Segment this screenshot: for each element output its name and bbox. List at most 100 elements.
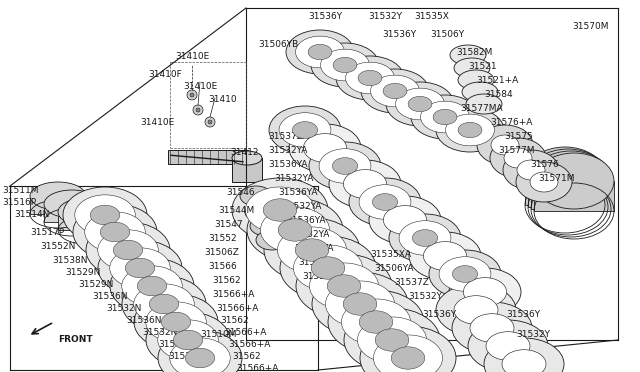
Ellipse shape <box>359 311 393 333</box>
Ellipse shape <box>411 95 479 139</box>
Text: 31566+A: 31566+A <box>212 290 254 299</box>
Ellipse shape <box>278 227 347 273</box>
Ellipse shape <box>399 221 451 255</box>
Ellipse shape <box>44 190 100 218</box>
Text: 31412: 31412 <box>230 148 259 157</box>
Ellipse shape <box>369 196 441 244</box>
Polygon shape <box>30 196 86 214</box>
Ellipse shape <box>429 250 501 298</box>
Ellipse shape <box>477 125 533 165</box>
Text: 31535X: 31535X <box>414 12 449 21</box>
Ellipse shape <box>289 124 361 172</box>
Text: 31521: 31521 <box>468 62 497 71</box>
Ellipse shape <box>344 170 387 198</box>
Text: 31506YA: 31506YA <box>374 264 413 273</box>
Ellipse shape <box>452 302 532 354</box>
Ellipse shape <box>357 317 427 363</box>
Ellipse shape <box>329 160 401 208</box>
Ellipse shape <box>138 276 166 296</box>
Ellipse shape <box>280 236 376 300</box>
Text: 31410E: 31410E <box>140 118 174 127</box>
Ellipse shape <box>383 83 407 99</box>
Ellipse shape <box>484 338 564 372</box>
Ellipse shape <box>344 308 440 372</box>
Text: 31532YA: 31532YA <box>290 230 330 239</box>
Ellipse shape <box>149 294 179 314</box>
Ellipse shape <box>391 347 425 369</box>
Text: 31577MA: 31577MA <box>460 104 502 113</box>
Ellipse shape <box>319 149 371 183</box>
Ellipse shape <box>502 350 546 372</box>
Ellipse shape <box>458 70 494 90</box>
Text: 31546: 31546 <box>226 188 255 197</box>
Ellipse shape <box>436 284 516 336</box>
Ellipse shape <box>158 330 242 372</box>
Text: 31552N: 31552N <box>40 242 76 251</box>
Text: 31517P: 31517P <box>30 228 64 237</box>
Text: 31510M: 31510M <box>200 330 237 339</box>
Ellipse shape <box>433 109 457 125</box>
Ellipse shape <box>359 185 411 219</box>
Text: 31536Y: 31536Y <box>506 310 540 319</box>
Ellipse shape <box>311 43 379 87</box>
Ellipse shape <box>534 153 614 209</box>
Ellipse shape <box>73 204 157 260</box>
Ellipse shape <box>389 214 461 262</box>
Text: 31576+A: 31576+A <box>490 118 532 127</box>
Text: 31562: 31562 <box>232 352 260 361</box>
Text: 31582M: 31582M <box>456 48 492 57</box>
Text: FRONT: FRONT <box>58 335 93 344</box>
Ellipse shape <box>408 96 432 112</box>
Ellipse shape <box>250 216 282 236</box>
Ellipse shape <box>346 62 394 94</box>
Text: 31536YA: 31536YA <box>268 160 307 169</box>
Text: 31584: 31584 <box>484 90 513 99</box>
Text: 31532YA: 31532YA <box>298 258 337 267</box>
Text: 31544M: 31544M <box>218 206 254 215</box>
Ellipse shape <box>146 302 206 342</box>
Ellipse shape <box>100 222 130 242</box>
Text: 31571M: 31571M <box>538 174 575 183</box>
Text: 31532Y: 31532Y <box>408 292 442 301</box>
Text: 31547: 31547 <box>214 220 243 229</box>
Ellipse shape <box>296 254 392 318</box>
Text: 31511M: 31511M <box>2 186 38 195</box>
Ellipse shape <box>110 258 194 314</box>
Ellipse shape <box>260 207 330 253</box>
Text: 31566+A: 31566+A <box>216 304 259 313</box>
Text: 31535XA: 31535XA <box>370 250 411 259</box>
Ellipse shape <box>245 202 277 222</box>
Ellipse shape <box>311 257 345 279</box>
Ellipse shape <box>342 299 411 345</box>
Ellipse shape <box>333 57 357 73</box>
Ellipse shape <box>312 272 408 336</box>
Ellipse shape <box>371 75 419 107</box>
Ellipse shape <box>63 187 147 243</box>
Ellipse shape <box>349 178 421 226</box>
Circle shape <box>196 108 200 112</box>
Ellipse shape <box>491 135 519 155</box>
Ellipse shape <box>134 284 195 324</box>
Ellipse shape <box>98 230 158 270</box>
Bar <box>168 150 248 164</box>
Text: 31532N: 31532N <box>142 328 177 337</box>
Circle shape <box>205 117 215 127</box>
Ellipse shape <box>278 219 312 241</box>
Text: 31536Y: 31536Y <box>422 310 456 319</box>
Ellipse shape <box>463 278 507 307</box>
Ellipse shape <box>295 239 329 261</box>
Ellipse shape <box>372 193 397 211</box>
Ellipse shape <box>468 320 548 372</box>
Ellipse shape <box>134 294 218 350</box>
Ellipse shape <box>424 241 467 270</box>
Text: 31536YA: 31536YA <box>294 244 333 253</box>
Ellipse shape <box>310 263 379 309</box>
Ellipse shape <box>420 101 470 133</box>
Text: 31566+A: 31566+A <box>228 340 270 349</box>
Text: 31506YB: 31506YB <box>258 40 298 49</box>
Text: 31566: 31566 <box>208 262 237 271</box>
Ellipse shape <box>308 44 332 60</box>
Text: 31566+A: 31566+A <box>236 364 278 372</box>
Text: 31410F: 31410F <box>148 70 182 79</box>
Ellipse shape <box>122 266 182 306</box>
